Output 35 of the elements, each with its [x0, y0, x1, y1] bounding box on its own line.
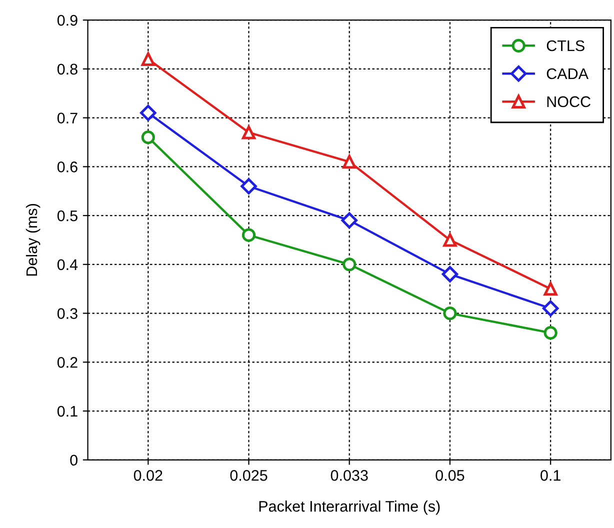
- y-tick-label: 0.8: [57, 64, 78, 75]
- y-tick-label: 0.9: [57, 14, 78, 26]
- y-tick-label: 0.4: [57, 259, 78, 270]
- point: [341, 212, 358, 229]
- x-tick-label: 0.025: [230, 470, 268, 481]
- x-tick-label: 0.05: [436, 470, 464, 481]
- point: [443, 306, 457, 320]
- y-tick-label: 0.5: [57, 210, 78, 222]
- point: [342, 154, 356, 169]
- point: [141, 52, 155, 66]
- point: [242, 126, 256, 140]
- point: [242, 228, 256, 242]
- legend-label: CADA: [546, 68, 588, 80]
- y-tick-label: 0.6: [57, 162, 78, 172]
- y-axis-title: Delay (ms): [26, 204, 40, 276]
- point: [140, 104, 156, 122]
- point: [443, 233, 457, 247]
- point: [240, 178, 257, 194]
- legend-label: CTLS: [546, 40, 584, 52]
- x-tick-label: 0.033: [330, 470, 368, 481]
- point: [141, 130, 155, 144]
- y-tick-label: 0: [70, 454, 78, 466]
- point: [544, 326, 558, 340]
- point: [542, 300, 559, 317]
- point: [442, 266, 458, 282]
- point: [342, 258, 356, 272]
- y-tick-label: 0.3: [57, 308, 78, 319]
- y-tick-label: 0.7: [57, 112, 78, 124]
- x-axis-title: Packet Interarrival Time (s): [259, 500, 440, 515]
- x-tick-label: 0.1: [540, 470, 560, 481]
- point: [544, 282, 558, 296]
- x-tick-label: 0.02: [134, 470, 162, 481]
- y-tick-label: 0.2: [57, 357, 78, 368]
- legend-label: NOCC: [547, 96, 590, 108]
- y-tick-label: 0.1: [57, 406, 78, 417]
